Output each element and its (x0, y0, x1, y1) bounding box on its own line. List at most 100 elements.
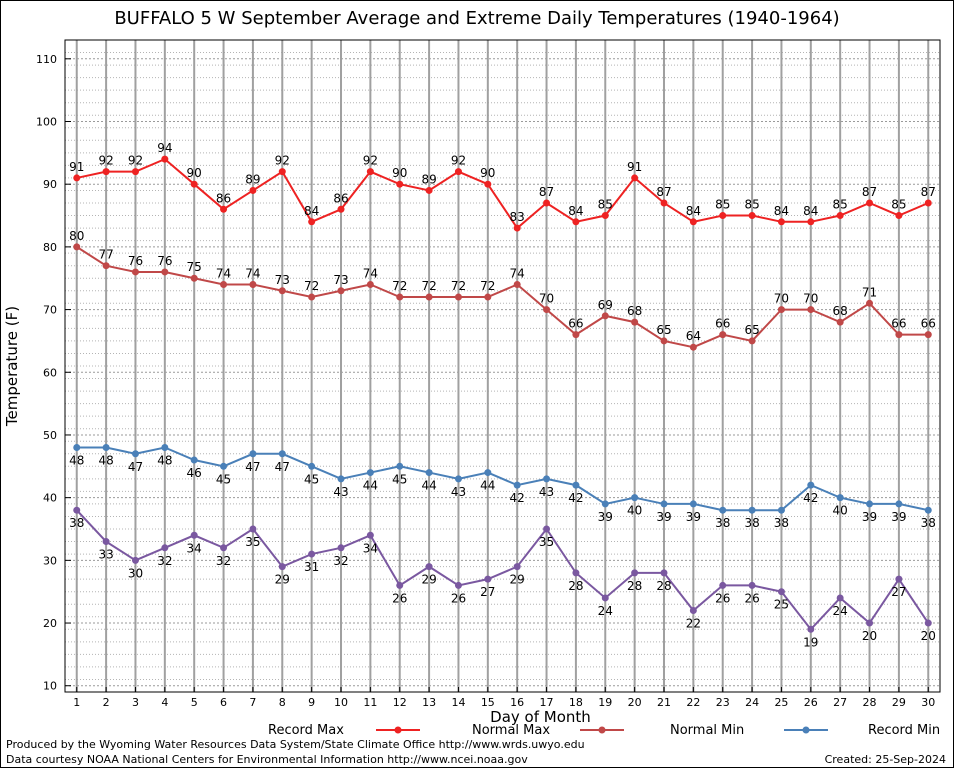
data-label: 87 (862, 185, 877, 199)
x-tick-label: 9 (308, 696, 315, 709)
data-point (748, 506, 756, 514)
data-point (249, 450, 257, 458)
data-label: 25 (774, 598, 789, 612)
data-point (102, 168, 110, 176)
footer-credit-line1: Produced by the Wyoming Water Resources … (6, 738, 585, 751)
data-point (73, 444, 81, 451)
y-tick-label: 50 (43, 429, 57, 442)
data-point (366, 168, 374, 176)
data-label: 46 (187, 466, 202, 480)
data-point (572, 481, 580, 489)
data-point (601, 212, 609, 220)
legend-label: Record Max (268, 723, 344, 738)
data-point (895, 575, 903, 583)
data-point (484, 575, 492, 583)
data-label: 69 (598, 298, 613, 312)
data-label: 86 (216, 191, 231, 205)
data-point (131, 450, 139, 458)
data-label: 85 (891, 198, 906, 212)
data-label: 39 (656, 510, 671, 524)
data-point (719, 212, 727, 220)
data-point (836, 494, 844, 502)
x-tick-label: 12 (393, 696, 407, 709)
data-point (631, 569, 639, 577)
data-label: 27 (480, 585, 495, 599)
data-label: 85 (715, 198, 730, 212)
data-point (366, 531, 374, 539)
legend-label: Normal Min (670, 723, 744, 738)
data-point (660, 337, 668, 345)
series-line (76, 157, 929, 230)
data-label: 30 (128, 566, 143, 580)
data-label: 20 (921, 629, 936, 643)
data-point (278, 563, 286, 571)
data-point (425, 186, 433, 194)
data-point (190, 180, 198, 188)
y-tick-label: 20 (43, 617, 57, 630)
series-normal-max: 80 77 76 76 75 74 74 73 72 73 74 72 72 72 72 74 70 66 69 68… (69, 229, 936, 351)
data-label: 33 (98, 548, 113, 562)
data-point (748, 212, 756, 220)
data-label: 71 (862, 285, 877, 299)
data-point (895, 500, 903, 508)
data-point (807, 625, 815, 633)
data-point (748, 581, 756, 589)
series-normal-min: 48 48 47 48 46 45 47 47 45 43 44 45 44 43 44 42 43 42 39 40… (69, 444, 936, 530)
data-label: 45 (216, 472, 231, 486)
data-label: 85 (744, 198, 759, 212)
data-label: 38 (774, 516, 789, 530)
data-label: 91 (69, 160, 84, 174)
x-tick-label: 10 (334, 696, 348, 709)
series-line (76, 446, 929, 512)
data-label: 40 (833, 504, 848, 518)
data-point (249, 525, 257, 533)
data-label: 68 (627, 304, 642, 318)
data-point (689, 607, 697, 614)
data-point (131, 168, 139, 176)
data-point (836, 318, 844, 326)
gridlines (65, 39, 940, 693)
legend-label: Record Min (868, 723, 940, 738)
x-tick-label: 6 (220, 696, 227, 709)
data-label: 77 (98, 248, 113, 262)
data-point (543, 199, 551, 207)
series-record-min: 38 33 30 32 34 32 35 29 31 32 34 26 29 26 27 29 35 28 24 28… (69, 506, 936, 649)
data-point (337, 205, 345, 213)
series-line (76, 246, 929, 349)
data-label: 65 (744, 323, 759, 337)
data-point (161, 155, 169, 163)
data-point (572, 218, 580, 226)
data-label: 86 (333, 191, 348, 205)
data-point (161, 268, 169, 276)
data-point (513, 224, 521, 232)
data-point (513, 563, 521, 571)
data-label: 66 (921, 317, 936, 331)
x-tick-label: 7 (249, 696, 256, 709)
y-tick-label: 70 (43, 304, 57, 317)
data-label: 84 (686, 204, 701, 218)
data-label: 84 (568, 204, 583, 218)
data-label: 90 (480, 166, 495, 180)
data-label: 48 (69, 454, 84, 468)
x-tick-label: 2 (103, 696, 110, 709)
data-point (572, 569, 580, 577)
data-label: 45 (392, 472, 407, 486)
data-point (631, 494, 639, 502)
x-tick-label: 13 (422, 696, 436, 709)
series-line (76, 509, 930, 631)
created-date: Created: 25-Sep-2024 (824, 753, 946, 766)
data-label: 89 (245, 172, 260, 186)
data-point (131, 556, 139, 564)
x-tick-label: 27 (833, 696, 847, 709)
y-tick-label: 110 (36, 53, 57, 66)
footer-credit-line2: Data courtesy NOAA National Centers for … (6, 753, 528, 766)
data-point (807, 218, 815, 226)
data-point (454, 293, 462, 301)
data-label: 32 (333, 554, 348, 568)
data-label: 92 (451, 154, 466, 168)
data-point (308, 293, 316, 301)
data-label: 39 (598, 510, 613, 524)
x-tick-label: 30 (921, 696, 935, 709)
y-tick-label: 80 (43, 241, 57, 254)
data-label: 47 (128, 460, 143, 474)
